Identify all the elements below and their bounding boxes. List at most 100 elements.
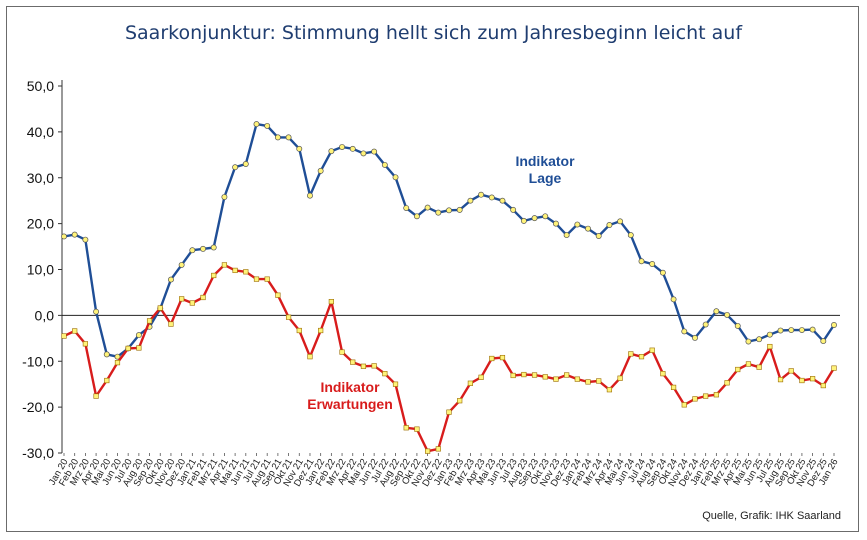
data-point-erwartungen bbox=[531, 372, 538, 378]
data-point-erwartungen bbox=[489, 355, 495, 362]
data-point-erwartungen bbox=[360, 363, 367, 369]
data-point-erwartungen bbox=[670, 384, 677, 390]
data-point-lage bbox=[424, 204, 431, 211]
data-point-lage bbox=[135, 332, 142, 339]
data-point-lage bbox=[446, 207, 452, 214]
data-point-lage bbox=[499, 197, 506, 204]
data-point-lage bbox=[809, 326, 816, 333]
data-point-lage bbox=[381, 161, 388, 168]
data-point-lage bbox=[574, 221, 581, 228]
data-point-lage bbox=[232, 164, 239, 171]
data-point-erwartungen bbox=[179, 296, 185, 302]
data-point-lage bbox=[456, 206, 463, 213]
data-point-erwartungen bbox=[457, 398, 463, 404]
annotation-erwartungen-line-2: Erwartungen bbox=[307, 396, 393, 412]
data-point-erwartungen bbox=[93, 393, 99, 399]
data-point-erwartungen bbox=[628, 351, 634, 357]
data-point-lage bbox=[831, 322, 837, 328]
data-point-erwartungen bbox=[820, 382, 826, 389]
data-point-lage bbox=[478, 191, 485, 198]
data-point-erwartungen bbox=[692, 396, 698, 402]
data-point-erwartungen bbox=[243, 269, 249, 275]
data-point-erwartungen bbox=[521, 371, 527, 378]
data-point-erwartungen bbox=[275, 292, 281, 298]
data-point-erwartungen bbox=[553, 376, 559, 382]
data-point-erwartungen bbox=[392, 381, 399, 387]
y-tick-label: 40,0 bbox=[27, 124, 54, 140]
data-point-lage bbox=[531, 215, 538, 222]
data-point-erwartungen bbox=[788, 368, 794, 374]
y-tick-label: 20,0 bbox=[27, 216, 54, 232]
series-line-erwartungen bbox=[63, 263, 836, 453]
data-point-lage bbox=[189, 247, 196, 254]
data-point-lage bbox=[542, 213, 549, 220]
data-point-erwartungen bbox=[403, 425, 409, 431]
data-point-erwartungen bbox=[382, 371, 388, 377]
data-point-lage bbox=[285, 134, 292, 141]
data-point-erwartungen bbox=[350, 359, 356, 365]
data-point-lage bbox=[178, 261, 185, 268]
data-point-lage bbox=[61, 233, 67, 240]
y-tick-label: 50,0 bbox=[27, 78, 54, 94]
data-point-erwartungen bbox=[606, 387, 613, 393]
data-point-erwartungen bbox=[339, 349, 345, 355]
data-point-erwartungen bbox=[328, 299, 334, 305]
data-point-lage bbox=[200, 245, 206, 252]
data-point-lage bbox=[242, 161, 249, 167]
data-point-lage bbox=[307, 192, 313, 199]
data-point-erwartungen bbox=[232, 267, 238, 274]
data-point-lage bbox=[392, 174, 399, 181]
data-point-erwartungen bbox=[146, 318, 153, 324]
data-point-erwartungen bbox=[104, 377, 110, 384]
data-point-erwartungen bbox=[296, 327, 302, 334]
data-point-erwartungen bbox=[756, 364, 762, 370]
data-point-lage bbox=[167, 276, 174, 283]
data-point-erwartungen bbox=[285, 314, 292, 320]
data-point-lage bbox=[756, 336, 763, 343]
data-point-lage bbox=[724, 311, 731, 318]
data-point-erwartungen bbox=[745, 361, 752, 367]
data-point-lage bbox=[777, 327, 784, 334]
data-point-lage bbox=[349, 145, 356, 152]
data-point-lage bbox=[788, 327, 795, 334]
data-point-erwartungen bbox=[735, 366, 741, 373]
data-point-erwartungen bbox=[777, 376, 784, 383]
annotation-erwartungen-line-1: Indikator bbox=[320, 379, 380, 395]
data-point-lage bbox=[595, 233, 602, 239]
data-point-erwartungen bbox=[767, 343, 773, 350]
data-point-lage bbox=[692, 334, 698, 341]
y-tick-label: -20,0 bbox=[22, 399, 54, 415]
data-point-erwartungen bbox=[168, 321, 174, 327]
data-point-lage bbox=[264, 122, 271, 129]
data-point-lage bbox=[745, 338, 752, 345]
data-point-lage bbox=[114, 353, 121, 360]
data-point-erwartungen bbox=[585, 379, 591, 385]
data-point-lage bbox=[820, 338, 827, 345]
data-point-erwartungen bbox=[425, 448, 431, 454]
data-point-erwartungen bbox=[307, 354, 313, 360]
data-point-lage bbox=[681, 328, 688, 335]
annotation-erwartungen: Indikator Erwartungen bbox=[290, 379, 410, 413]
data-point-erwartungen bbox=[713, 392, 719, 398]
data-point-erwartungen bbox=[564, 372, 570, 378]
y-tick-label: 10,0 bbox=[27, 262, 54, 278]
data-point-erwartungen bbox=[136, 345, 142, 351]
annotation-lage-line-1: Indikator bbox=[515, 153, 575, 169]
data-point-lage bbox=[627, 232, 634, 239]
data-point-lage bbox=[766, 331, 773, 338]
data-point-lage bbox=[488, 194, 495, 201]
data-point-erwartungen bbox=[510, 372, 516, 379]
data-point-erwartungen bbox=[681, 402, 687, 408]
data-point-lage bbox=[403, 205, 410, 211]
data-point-lage bbox=[702, 321, 709, 328]
data-point-erwartungen bbox=[435, 446, 441, 452]
data-point-erwartungen bbox=[157, 305, 163, 311]
data-point-lage bbox=[617, 218, 624, 225]
data-point-erwartungen bbox=[499, 354, 506, 361]
y-tick-label: -30,0 bbox=[22, 445, 54, 461]
annotation-lage-line-2: Lage bbox=[528, 170, 562, 186]
data-point-erwartungen bbox=[574, 376, 580, 382]
data-point-erwartungen bbox=[371, 363, 377, 369]
data-point-erwartungen bbox=[318, 327, 324, 334]
